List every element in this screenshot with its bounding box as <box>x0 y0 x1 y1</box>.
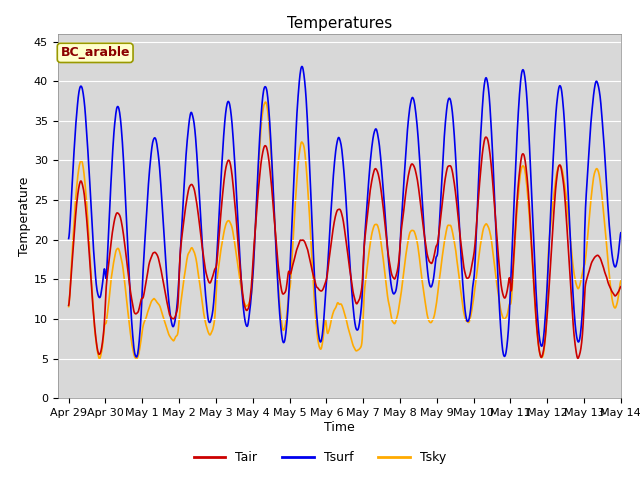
Legend: Tair, Tsurf, Tsky: Tair, Tsurf, Tsky <box>189 446 451 469</box>
Title: Temperatures: Temperatures <box>287 16 392 31</box>
X-axis label: Time: Time <box>324 421 355 434</box>
Y-axis label: Temperature: Temperature <box>18 176 31 256</box>
Text: BC_arable: BC_arable <box>60 47 130 60</box>
